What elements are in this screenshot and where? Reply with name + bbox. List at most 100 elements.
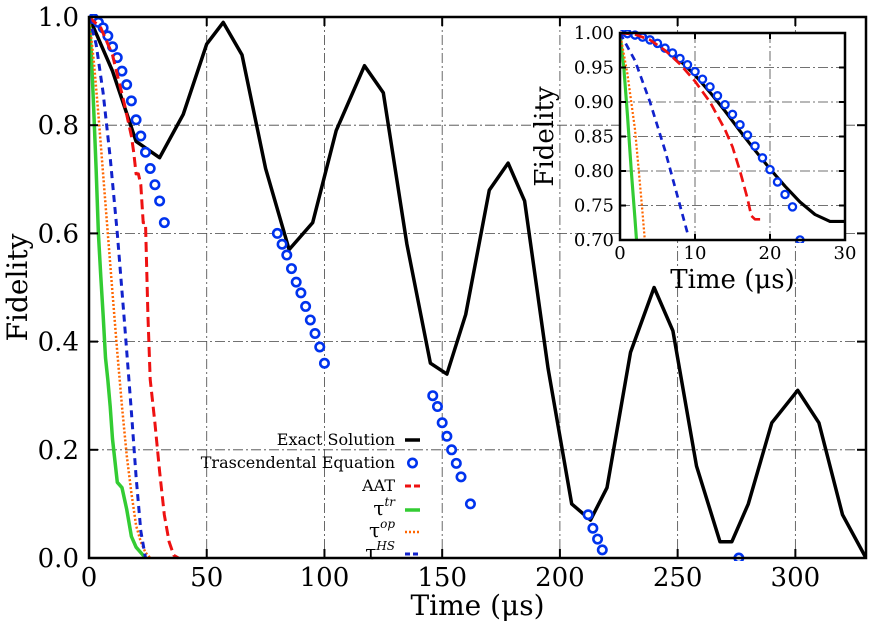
y-axis-title: Fidelity bbox=[1, 233, 34, 341]
series-main-1-marker bbox=[135, 130, 147, 142]
series-inset-1-marker bbox=[765, 164, 775, 175]
x-tick-label: 0 bbox=[614, 243, 625, 264]
legend-label: τHS bbox=[365, 539, 395, 564]
series-main-1-marker bbox=[587, 522, 599, 534]
legend-label: τtr bbox=[373, 495, 396, 520]
x-tick-label: 250 bbox=[653, 563, 703, 593]
series-main-1-marker bbox=[116, 65, 128, 77]
y-tick-label: 1.0 bbox=[38, 3, 79, 33]
series-group bbox=[620, 30, 845, 243]
y-tick-label: 0.70 bbox=[574, 230, 614, 251]
series-main-1-marker bbox=[295, 287, 307, 299]
x-tick-label: 200 bbox=[535, 563, 585, 593]
y-axis-title: Fidelity bbox=[530, 86, 560, 186]
y-tick-label: 0.6 bbox=[38, 219, 79, 249]
y-tick-label: 0.90 bbox=[574, 92, 614, 113]
x-tick-label: 50 bbox=[190, 563, 223, 593]
y-tick-label: 0.0 bbox=[38, 544, 79, 574]
series-inset-1-marker bbox=[727, 109, 738, 120]
series-inset-1-marker bbox=[690, 66, 700, 77]
series-main-1-marker bbox=[592, 533, 604, 545]
x-tick-label: 300 bbox=[771, 563, 821, 593]
series-main-1-marker bbox=[121, 79, 133, 91]
series-inset-1-marker bbox=[675, 53, 685, 64]
legend-label: τop bbox=[369, 517, 395, 542]
series-main-1-marker bbox=[102, 30, 114, 42]
x-axis-title: Time (μs) bbox=[670, 265, 795, 295]
series-main-2-line bbox=[89, 15, 180, 560]
x-axis-title: Time (μs) bbox=[410, 589, 544, 622]
series-main-1-marker bbox=[140, 146, 152, 158]
series-inset-1-marker bbox=[772, 177, 783, 187]
y-tick-label: 0.85 bbox=[574, 127, 614, 148]
series-inset-1-marker bbox=[757, 153, 768, 163]
series-main-1-marker bbox=[446, 444, 458, 456]
series-inset-1-marker bbox=[780, 189, 790, 200]
panel-inset: 0 10 20 30 0.70 0.75 0.80 0.85 0.90 0.95 1.00 Time … bbox=[530, 23, 856, 295]
series-inset-1-marker bbox=[742, 130, 753, 140]
series-main-1-marker bbox=[436, 417, 448, 429]
legend-label: Trascendental Equation bbox=[201, 453, 395, 472]
x-tick-label: 0 bbox=[81, 563, 98, 593]
series-inset-1-marker bbox=[697, 74, 708, 84]
y-tick-label: 0.80 bbox=[574, 161, 614, 182]
series-inset-3-line bbox=[620, 32, 639, 241]
legend-label: Exact Solution bbox=[277, 430, 395, 449]
series-inset-1-marker bbox=[750, 141, 760, 151]
series-main-1-marker bbox=[455, 471, 467, 483]
series-main-1-marker bbox=[271, 227, 283, 239]
series-main-3-line bbox=[89, 16, 147, 560]
series-main-1-marker bbox=[464, 498, 476, 510]
series-main-1-marker bbox=[130, 114, 142, 126]
series-inset-4-line bbox=[620, 32, 646, 241]
x-tick-label: 100 bbox=[300, 563, 350, 593]
series-inset-1-marker bbox=[712, 91, 723, 101]
x-tick-label: 30 bbox=[834, 243, 857, 264]
series-inset-1-marker bbox=[735, 120, 745, 130]
series-main-1-marker bbox=[276, 238, 288, 250]
series-inset-1-marker bbox=[787, 202, 798, 212]
series-main-1-marker bbox=[144, 162, 156, 174]
y-tick-label: 0.4 bbox=[38, 328, 79, 358]
series-main-1-marker bbox=[450, 457, 462, 469]
series-main-1-marker bbox=[314, 341, 326, 353]
y-tick-label: 0.95 bbox=[574, 58, 614, 79]
series-main-1-marker bbox=[582, 509, 594, 521]
x-tick-label: 20 bbox=[759, 243, 782, 264]
series-main-1-marker bbox=[285, 263, 297, 275]
series-inset-1-marker bbox=[667, 48, 678, 58]
x-tick-label: 150 bbox=[417, 563, 467, 593]
series-main-1-marker bbox=[300, 300, 312, 312]
y-tick-label: 1.00 bbox=[574, 23, 614, 44]
series-main-1-marker bbox=[427, 390, 439, 402]
series-main-4-line bbox=[89, 16, 152, 559]
series-main-1-marker bbox=[290, 276, 302, 288]
panel-main: 0 50 100 150 200 250 3000.00.20.40.60.81.0Time… bbox=[1, 3, 868, 622]
series-inset-2-line bbox=[620, 31, 763, 221]
series-main-1-marker bbox=[158, 217, 170, 229]
series-main-5-line bbox=[89, 16, 147, 559]
series-main-1-marker bbox=[154, 195, 166, 207]
y-tick-label: 0.8 bbox=[38, 111, 79, 141]
series-main-1-marker bbox=[309, 327, 321, 339]
series-inset-5-line bbox=[620, 32, 689, 234]
series-inset-1-marker bbox=[682, 59, 693, 70]
series-main-1-marker bbox=[149, 179, 161, 191]
series-main-1-marker bbox=[125, 95, 137, 107]
series-main-1-marker bbox=[304, 314, 316, 326]
legend-marker bbox=[406, 457, 418, 469]
series-main-1-marker bbox=[318, 357, 330, 369]
panel-frame bbox=[87, 15, 868, 560]
series-main-1-marker bbox=[441, 430, 453, 442]
series-main-1-marker bbox=[281, 249, 293, 261]
x-tick-label: 10 bbox=[684, 243, 707, 264]
series-main-1-marker bbox=[596, 544, 608, 556]
legend-label: AAT bbox=[361, 476, 395, 495]
series-inset-1-marker bbox=[705, 82, 715, 92]
series-main-0-line bbox=[89, 16, 866, 559]
y-tick-label: 0.2 bbox=[38, 436, 79, 466]
series-inset-1-marker bbox=[720, 100, 730, 110]
y-tick-label: 0.75 bbox=[574, 196, 614, 217]
